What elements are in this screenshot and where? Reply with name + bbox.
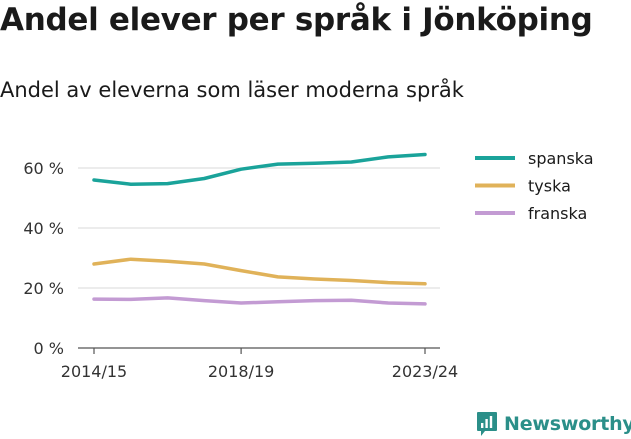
legend-label-spanska: spanska	[528, 149, 594, 168]
series-lines	[92, 152, 427, 306]
legend: spanska tyska franska	[475, 149, 594, 223]
bar-chart-logo-icon	[477, 412, 497, 436]
y-tick-label: 20 %	[23, 279, 64, 298]
y-tick-label: 0 %	[34, 339, 64, 358]
x-tick-label: 2018/19	[208, 362, 274, 381]
x-tick-label: 2023/24	[392, 362, 458, 381]
gridlines	[78, 167, 440, 349]
legend-label-franska: franska	[528, 204, 587, 223]
y-axis: 0 % 20 % 40 % 60 %	[23, 159, 64, 358]
series-line-tyska	[92, 257, 427, 286]
x-tick-label: 2014/15	[61, 362, 127, 381]
x-axis: 2014/15 2018/19 2023/24	[61, 348, 458, 381]
chart-title: Andel elever per språk i Jönköping	[0, 2, 593, 38]
y-tick-label: 40 %	[23, 219, 64, 238]
brand-logo[interactable]: Newsworthy	[476, 409, 631, 439]
series-line-spanska	[92, 152, 427, 186]
chart-subtitle: Andel av eleverna som läser moderna språ…	[0, 78, 464, 102]
brand-name: Newsworthy	[504, 413, 631, 435]
y-tick-label: 60 %	[23, 159, 64, 178]
series-line-franska	[92, 296, 427, 306]
legend-label-tyska: tyska	[528, 177, 571, 196]
